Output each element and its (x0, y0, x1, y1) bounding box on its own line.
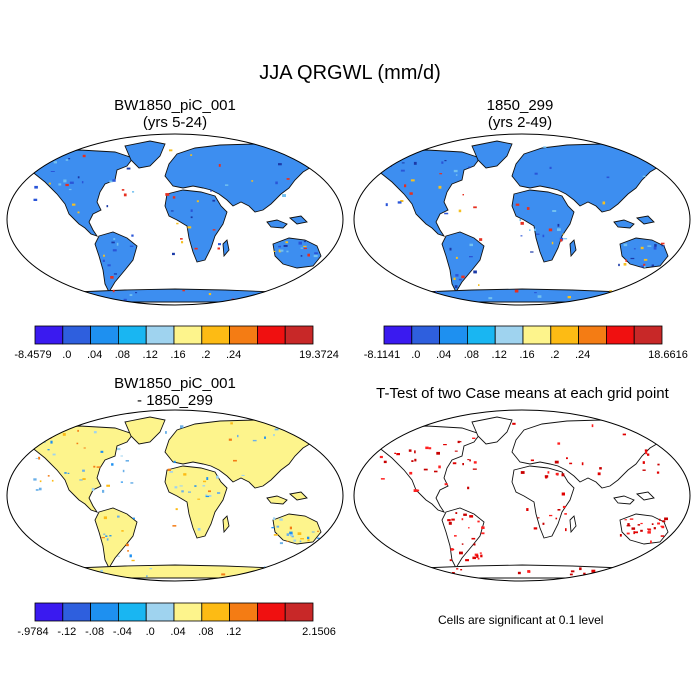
panel-2-title-line2: (yrs 2-49) (487, 114, 553, 131)
colorbar-3-label-5: .0 (146, 626, 155, 638)
colorbar-1-swatch-2 (62, 325, 91, 345)
map-outline-4 (353, 409, 691, 582)
colorbar-1-swatch-6 (173, 325, 203, 345)
colorbar-1-label-7: .2 (201, 349, 210, 361)
colorbar-3-swatch-7 (201, 602, 231, 622)
map-panel-1 (6, 133, 344, 306)
colorbar-3-label-1: -.9784 (17, 626, 48, 638)
colorbar-2-swatch-8 (578, 325, 607, 345)
colorbar-1: -8.4579 .0 .04 .08 .12 .16 .2 .24 19.3724 (14, 325, 339, 361)
colorbar-2-label-7: .2 (550, 349, 559, 361)
colorbar-2-label-4: .08 (464, 349, 479, 361)
colorbar-1-label-5: .12 (143, 349, 158, 361)
continents-4 (373, 416, 681, 579)
colorbar-3-label-9: 2.1506 (302, 626, 336, 638)
colorbar-3-swatch-2 (62, 602, 91, 622)
colorbar-2-swatch-9 (606, 325, 635, 345)
panel-2-title-line1: 1850_299 (486, 97, 554, 114)
colorbar-2-swatch-3 (439, 325, 468, 345)
panel-3-title-line1: BW1850_piC_001 (114, 375, 236, 392)
map-panel-4 (353, 409, 691, 582)
colorbar-2-label-1: -8.1141 (364, 349, 401, 361)
panel-1-title-line2: (yrs 5-24) (142, 114, 208, 131)
colorbar-3-label-3: -.08 (85, 626, 104, 638)
colorbar-2-swatch-4 (466, 325, 496, 345)
figure-title: JJA QRGWL (mm/d) (259, 62, 441, 84)
panel-1-title: BW1850_piC_001 (yrs 5-24) (40, 97, 310, 131)
colorbar-2: -8.1141 .0 .04 .08 .12 .16 .2 .24 18.6616 (364, 325, 688, 361)
colorbar-2-label-9: 18.6616 (648, 349, 688, 361)
colorbar-3-swatch-9 (256, 602, 286, 622)
colorbar-1-label-8: .24 (226, 349, 241, 361)
colorbar-2-label-2: .0 (411, 349, 420, 361)
colorbar-1-label-6: .16 (170, 349, 185, 361)
colorbar-1-label-2: .0 (62, 349, 71, 361)
colorbar-2-label-6: .16 (519, 349, 534, 361)
field-speckles-3 (33, 422, 320, 578)
colorbar-1-swatch-8 (229, 325, 258, 345)
colorbar-1-swatch-10 (284, 325, 314, 345)
continents-1 (26, 140, 334, 303)
colorbar-1-swatch-5 (145, 325, 175, 345)
map-outline-2 (353, 133, 691, 306)
panel-2-title: 1850_299 (yrs 2-49) (385, 97, 655, 131)
map-panel-3 (6, 409, 344, 582)
colorbar-2-label-8: .24 (575, 349, 590, 361)
colorbar-1-swatch-9 (256, 325, 286, 345)
panel-4-title-line1: T-Test of two Case means at each grid po… (376, 385, 669, 402)
colorbar-1-label-3: .04 (87, 349, 102, 361)
colorbar-1-swatch-1 (34, 325, 64, 345)
panel-3-title-line2: - 1850_299 (137, 392, 213, 409)
colorbar-2-swatch-2 (411, 325, 440, 345)
panel-1-title-line1: BW1850_piC_001 (114, 97, 236, 114)
colorbar-1-swatch-7 (201, 325, 231, 345)
colorbar-3-swatch-6 (173, 602, 203, 622)
colorbar-1-label-9: 19.3724 (299, 349, 339, 361)
colorbar-3-label-6: .04 (170, 626, 185, 638)
significance-note: Cells are significant at 0.1 level (438, 613, 604, 627)
colorbar-3-swatch-3 (90, 602, 119, 622)
colorbar-3-label-4: -.04 (113, 626, 132, 638)
colorbar-2-swatch-10 (633, 325, 663, 345)
colorbar-1-label-1: -8.4579 (14, 349, 51, 361)
colorbar-1-swatch-3 (90, 325, 119, 345)
colorbar-3-swatch-5 (145, 602, 175, 622)
colorbar-3-swatch-10 (284, 602, 314, 622)
colorbar-3-swatch-1 (34, 602, 64, 622)
colorbar-2-label-5: .12 (492, 349, 507, 361)
map-outline-3 (6, 409, 344, 582)
colorbar-1-swatch-4 (118, 325, 147, 345)
map-panel-2 (353, 133, 691, 306)
colorbar-1-label-4: .08 (115, 349, 130, 361)
colorbar-2-swatch-6 (522, 325, 552, 345)
colorbar-3-swatch-8 (229, 602, 258, 622)
colorbar-3-label-7: .08 (198, 626, 213, 638)
panel-4-title: T-Test of two Case means at each grid po… (350, 385, 695, 402)
continents-3 (26, 416, 334, 579)
colorbar-3-label-2: -.12 (57, 626, 76, 638)
continents-2 (373, 140, 681, 303)
colorbar-2-swatch-1 (383, 325, 413, 345)
colorbar-2-label-3: .04 (436, 349, 451, 361)
colorbar-3-label-8: .12 (226, 626, 241, 638)
colorbar-3-swatch-4 (118, 602, 147, 622)
panel-3-title: BW1850_piC_001 - 1850_299 (40, 375, 310, 409)
colorbar-3: -.9784 -.12 -.08 -.04 .0 .04 .08 .12 2.1506 (17, 602, 336, 638)
colorbar-2-swatch-7 (550, 325, 579, 345)
map-outline-1 (6, 133, 344, 306)
colorbar-2-swatch-5 (494, 325, 524, 345)
